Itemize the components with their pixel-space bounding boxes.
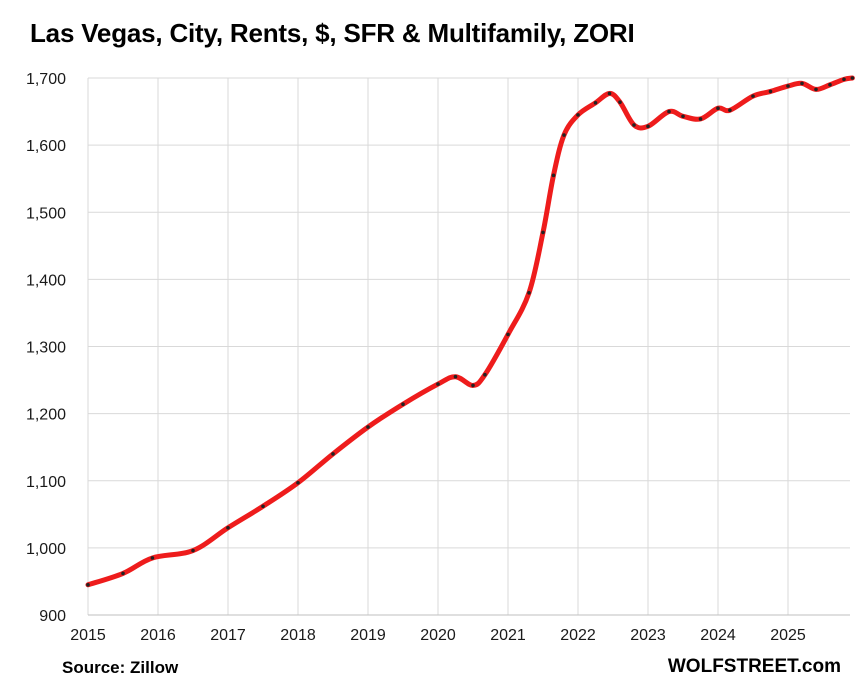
data-point (618, 100, 622, 104)
x-tick-label: 2022 (560, 627, 596, 644)
data-point (331, 452, 335, 456)
x-tick-label: 2020 (420, 627, 456, 644)
x-tick-label: 2016 (140, 627, 176, 644)
x-tick-label: 2019 (350, 627, 386, 644)
data-point (401, 402, 405, 407)
data-point (667, 109, 671, 114)
data-point (121, 571, 125, 576)
data-point (483, 372, 487, 377)
y-tick-label: 1,200 (26, 407, 66, 424)
data-point (453, 374, 458, 379)
y-tick-label: 1,600 (26, 138, 66, 155)
source-label: Source: Zillow (62, 658, 179, 677)
data-point (751, 94, 755, 98)
y-tick-label: 1,100 (26, 474, 66, 491)
data-point (716, 106, 720, 111)
y-tick-label: 1,500 (26, 205, 66, 222)
data-point (296, 480, 300, 485)
data-point (366, 425, 370, 429)
x-tick-label: 2024 (700, 627, 736, 644)
data-point (471, 383, 475, 388)
data-point (842, 77, 846, 82)
data-point (576, 113, 580, 117)
data-point (800, 81, 804, 86)
data-point (607, 91, 612, 96)
x-tick-label: 2018 (280, 627, 316, 644)
grid-lines (87, 77, 850, 616)
data-point (191, 548, 195, 553)
data-point (226, 525, 230, 530)
data-point (562, 133, 566, 137)
data-point (850, 76, 855, 80)
y-tick-label: 900 (39, 608, 66, 625)
x-tick-label: 2017 (210, 627, 246, 644)
data-point (828, 82, 832, 87)
data-point (768, 89, 773, 94)
data-point (506, 332, 510, 337)
data-point (646, 124, 650, 129)
brand-label: WOLFSTREET.com (667, 656, 841, 677)
data-point (593, 101, 598, 105)
y-tick-label: 1,300 (26, 340, 66, 357)
x-tick-label: 2023 (630, 627, 666, 644)
chart-title: Las Vegas, City, Rents, $, SFR & Multifa… (30, 18, 635, 48)
data-point (786, 84, 790, 88)
x-tick-label: 2021 (490, 627, 526, 644)
y-tick-label: 1,400 (26, 272, 66, 289)
data-point (541, 230, 545, 235)
series-group (85, 75, 855, 588)
y-tick-label: 1,000 (26, 541, 66, 558)
x-tick-label: 2025 (770, 627, 806, 644)
y-axis-ticks: 900 1,000 1,100 1,200 1,300 1,400 1,500 1,600 1,… (26, 71, 66, 625)
data-point (632, 123, 636, 127)
data-point (681, 114, 685, 119)
data-point (436, 382, 440, 386)
data-point (86, 582, 90, 587)
data-point (814, 87, 818, 92)
x-tick-label: 2015 (70, 627, 106, 644)
data-point (728, 108, 732, 113)
data-point (261, 504, 265, 509)
y-tick-label: 1,700 (26, 71, 66, 88)
x-axis-ticks: 2015 2016 2017 2018 2019 2020 2021 2022 2023 2024… (70, 627, 806, 644)
data-point (551, 173, 556, 178)
data-point (150, 556, 155, 560)
data-point (527, 291, 531, 295)
data-point (698, 117, 703, 121)
series-line (85, 75, 855, 588)
